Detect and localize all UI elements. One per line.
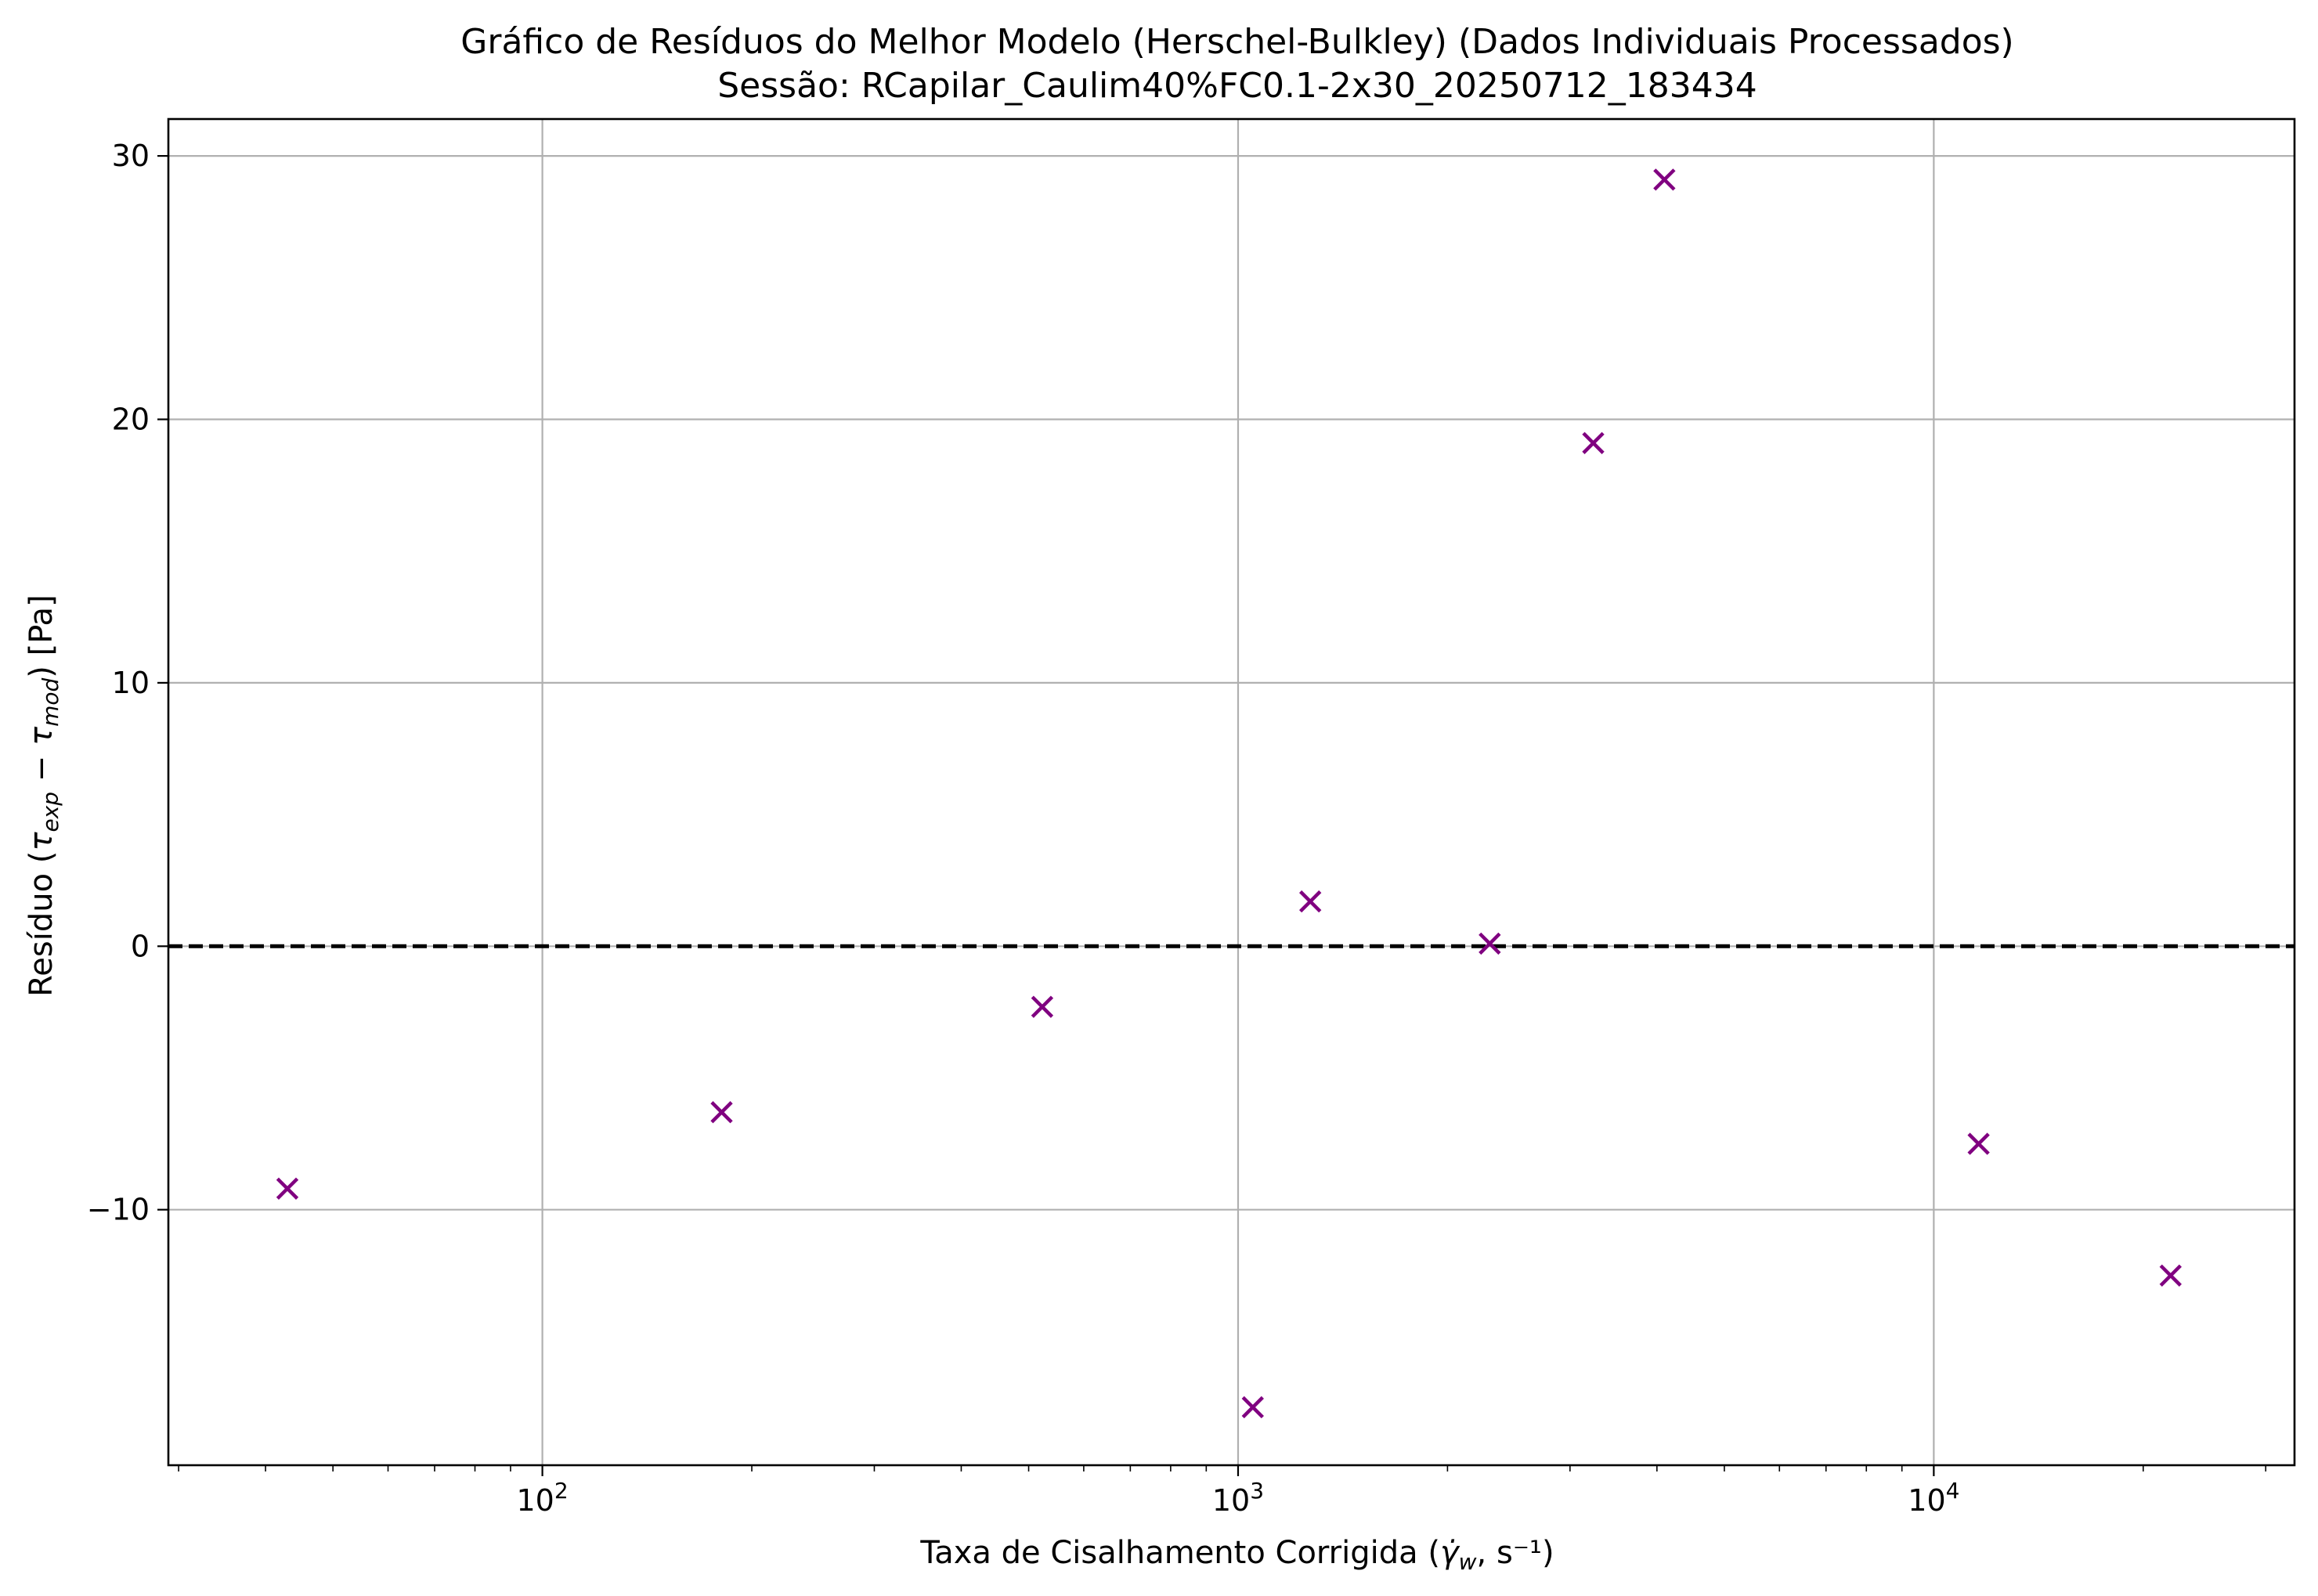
data-point-4 (1299, 890, 1322, 913)
data-point-1 (710, 1101, 733, 1124)
y-axis-label: Resíduo (τexp − τmod) [Pa] (23, 594, 63, 996)
data-point-0 (276, 1177, 299, 1200)
x-axis-label: Taxa de Cisalhamento Corrigida (γ̇w, s⁻¹… (919, 1535, 1554, 1575)
data-point-3 (1241, 1396, 1264, 1419)
data-point-8 (1967, 1132, 1990, 1155)
x-tick-label-0: 102 (517, 1478, 569, 1518)
data-point-6 (1582, 431, 1605, 454)
x-tick-label-2: 104 (1908, 1478, 1959, 1518)
data-point-7 (1653, 168, 1676, 191)
y-tick-label-2: 10 (112, 666, 150, 700)
data-point-5 (1479, 932, 1501, 955)
data-point-2 (1031, 995, 1054, 1018)
grid (168, 119, 2295, 1465)
y-tick-label-1: 0 (131, 929, 150, 963)
chart-title: Gráfico de Resíduos do Melhor Modelo (He… (460, 22, 2013, 62)
data-point-9 (2159, 1264, 2182, 1287)
y-tick-label-4: 30 (112, 139, 150, 173)
chart-subtitle: Sessão: RCapilar_Caulim40%FC0.1-2x30_202… (717, 66, 1757, 106)
y-tick-label-0: −10 (87, 1193, 150, 1227)
x-tick-label-1: 103 (1212, 1478, 1264, 1518)
axis-ticks: 102 103 104 −10 0 10 20 30 (87, 139, 2267, 1518)
y-tick-label-3: 20 (112, 402, 150, 436)
data-points (276, 168, 2182, 1419)
plot-frame (167, 117, 2296, 1467)
